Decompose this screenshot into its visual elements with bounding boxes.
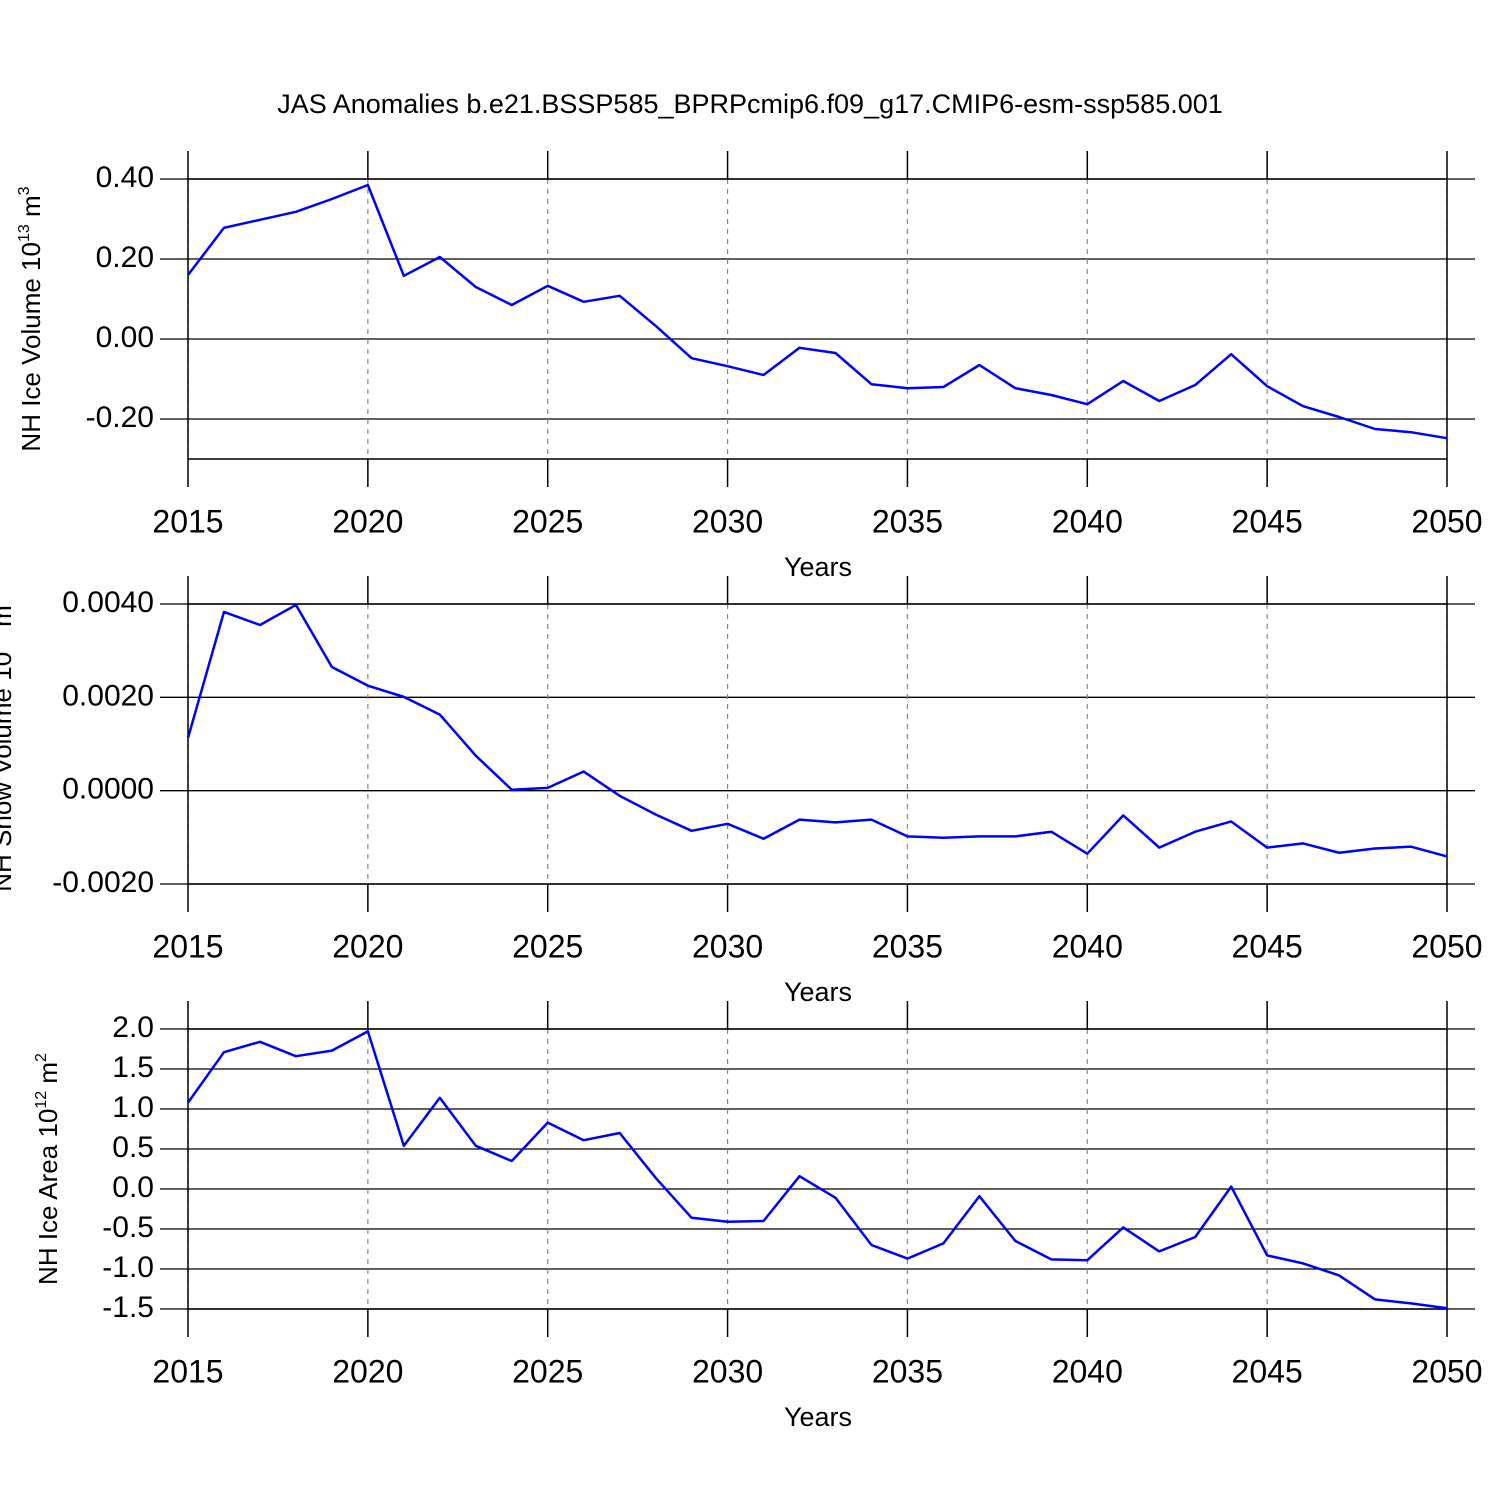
x-axis-label: Years — [784, 1402, 852, 1432]
y-axis-label-group: NH Ice Volume 1013 m3 — [16, 186, 46, 451]
x-tick-label: 2015 — [152, 1353, 223, 1389]
y-axis-label-exponent: 12 — [33, 1091, 50, 1109]
x-tick-label: 2015 — [152, 928, 223, 964]
y-tick-label: -1.0 — [102, 1251, 154, 1284]
y-tick-label: 0.40 — [96, 161, 154, 194]
data-line — [186, 603, 1448, 858]
y-tick-label: 0.0040 — [62, 586, 154, 619]
y-axis-label-exponent: 13 — [0, 634, 4, 652]
x-tick-label: 2040 — [1052, 928, 1123, 964]
x-tick-label: 2050 — [1411, 503, 1482, 539]
y-axis-label-exponent: 3 — [0, 596, 4, 605]
x-tick-label: 2030 — [692, 503, 763, 539]
x-tick-label: 2050 — [1411, 1353, 1482, 1389]
data-line — [187, 183, 1448, 440]
y-tick-label: -0.20 — [86, 401, 154, 434]
y-axis-label-text: NH Ice Area 10 — [33, 1109, 63, 1285]
x-tick-label: 2045 — [1232, 1353, 1303, 1389]
x-tick-label: 2035 — [872, 1353, 943, 1389]
x-tick-label: 2040 — [1052, 503, 1123, 539]
y-axis-label-text: NH Snow Volume 10 — [0, 652, 17, 892]
y-tick-label: 0.20 — [96, 241, 154, 274]
x-tick-label: 2030 — [692, 1353, 763, 1389]
x-tick-label: 2040 — [1052, 1353, 1123, 1389]
y-axis-label-text: NH Ice Volume 10 — [16, 242, 46, 452]
panel: 0.40 0.20 0.00 -0.20 2015 2020 2025 2030 2035 204… — [86, 151, 1483, 582]
y-axis-label-group: NH Snow Volume 1013 m3 — [0, 596, 17, 892]
x-tick-label: 2025 — [512, 928, 583, 964]
x-axis-label: Years — [784, 977, 852, 1007]
x-tick-label: 2035 — [872, 503, 943, 539]
y-axis-label-group: NH Ice Area 1012 m2 — [33, 1053, 63, 1285]
y-tick-label: -1.5 — [102, 1291, 154, 1324]
x-tick-label: 2020 — [332, 928, 403, 964]
y-tick-label: 1.5 — [112, 1051, 154, 1084]
x-tick-label: 2050 — [1411, 928, 1482, 964]
y-axis-label: NH Ice Area 1012 m2 — [33, 1053, 63, 1285]
plot-frame — [187, 1028, 1448, 1310]
y-tick-label: 0.0000 — [62, 773, 154, 806]
y-axis-label-text: m — [0, 605, 17, 634]
x-tick-label: 2035 — [872, 928, 943, 964]
panel: 0.0040 0.0020 0.0000 -0.0020 2015 2020 2025 203… — [52, 576, 1483, 1007]
y-tick-label: 0.0 — [112, 1171, 154, 1204]
x-tick-label: 2045 — [1232, 928, 1303, 964]
y-tick-label: 0.00 — [96, 321, 154, 354]
y-axis-label-exponent: 13 — [16, 224, 33, 242]
y-axis-label-exponent: 2 — [33, 1053, 50, 1062]
x-tick-label: 2025 — [512, 503, 583, 539]
x-axis-label: Years — [784, 552, 852, 582]
y-axis-label: NH Snow Volume 1013 m3 — [0, 596, 17, 892]
y-tick-label: -0.5 — [102, 1211, 154, 1244]
x-tick-label: 2020 — [332, 1353, 403, 1389]
y-axis-label-text: m — [33, 1062, 63, 1091]
y-tick-label: -0.0020 — [52, 866, 154, 899]
x-tick-label: 2020 — [332, 503, 403, 539]
y-axis-label-exponent: 3 — [16, 186, 33, 195]
y-axis-label-text: m — [16, 195, 46, 224]
x-tick-label: 2045 — [1232, 503, 1303, 539]
x-tick-label: 2025 — [512, 1353, 583, 1389]
y-tick-label: 0.0020 — [62, 679, 154, 712]
y-tick-label: 2.0 — [112, 1011, 154, 1044]
plot-frame — [187, 178, 1448, 460]
y-tick-label: 0.5 — [112, 1131, 154, 1164]
y-axis-label: NH Ice Volume 1013 m3 — [16, 186, 46, 451]
figure-title: JAS Anomalies b.e21.BSSP585_BPRPcmip6.f0… — [277, 89, 1223, 119]
data-line — [186, 1030, 1448, 1310]
y-tick-label: 1.0 — [112, 1091, 154, 1124]
x-tick-label: 2015 — [152, 503, 223, 539]
plot-frame — [187, 603, 1448, 885]
x-tick-label: 2030 — [692, 928, 763, 964]
panel: 2.0 1.5 1.0 0.5 0.0 -0.5 -1.0 -1.5 2015 2020 2025 2… — [102, 1001, 1483, 1432]
